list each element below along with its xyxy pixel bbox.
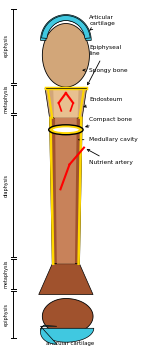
Polygon shape: [50, 118, 82, 264]
Polygon shape: [53, 88, 79, 118]
Polygon shape: [41, 328, 94, 342]
Text: diaphysis: diaphysis: [4, 174, 9, 197]
Polygon shape: [41, 325, 57, 344]
Text: Endosteum: Endosteum: [84, 97, 123, 107]
Polygon shape: [55, 118, 77, 264]
Text: epiphysis: epiphysis: [4, 34, 9, 57]
Ellipse shape: [52, 127, 79, 133]
Text: Medullary cavity: Medullary cavity: [79, 137, 138, 142]
Ellipse shape: [49, 125, 83, 135]
Text: metaphysis: metaphysis: [4, 260, 9, 288]
Text: Spongy bone: Spongy bone: [83, 68, 128, 73]
Polygon shape: [45, 88, 87, 118]
Text: Compact bone: Compact bone: [86, 117, 132, 127]
Polygon shape: [42, 299, 93, 334]
Polygon shape: [39, 264, 93, 294]
Text: Nutrient artery: Nutrient artery: [87, 149, 133, 165]
Polygon shape: [42, 24, 89, 87]
Text: epiphysis: epiphysis: [4, 303, 9, 326]
Text: articular cartilage: articular cartilage: [46, 337, 95, 346]
Text: Articular
cartilage: Articular cartilage: [89, 15, 115, 30]
Polygon shape: [41, 15, 91, 40]
Text: Epiphyseal
line: Epiphyseal line: [88, 45, 122, 85]
Text: metaphysis: metaphysis: [4, 85, 9, 113]
Polygon shape: [42, 16, 90, 38]
